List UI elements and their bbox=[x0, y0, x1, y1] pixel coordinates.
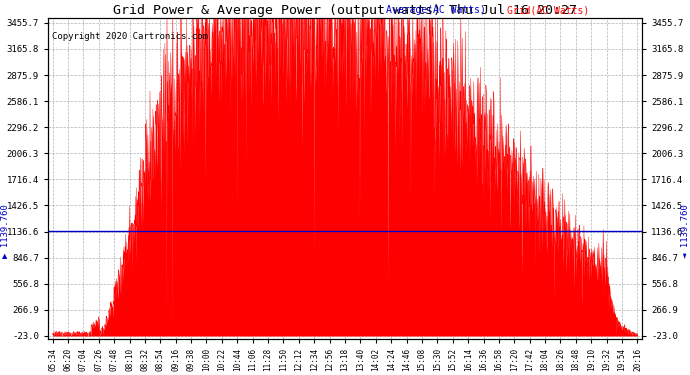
Text: ▶ 1139.760: ▶ 1139.760 bbox=[0, 204, 9, 258]
Text: Grid(AC Watts): Grid(AC Watts) bbox=[507, 5, 589, 15]
Text: Average(AC Watts): Average(AC Watts) bbox=[386, 5, 486, 15]
Text: ◄ 1139.760: ◄ 1139.760 bbox=[681, 204, 690, 258]
Text: Copyright 2020 Cartronics.com: Copyright 2020 Cartronics.com bbox=[52, 32, 208, 41]
Title: Grid Power & Average Power (output watts) Thu Jul 16 20:27: Grid Power & Average Power (output watts… bbox=[113, 4, 577, 17]
